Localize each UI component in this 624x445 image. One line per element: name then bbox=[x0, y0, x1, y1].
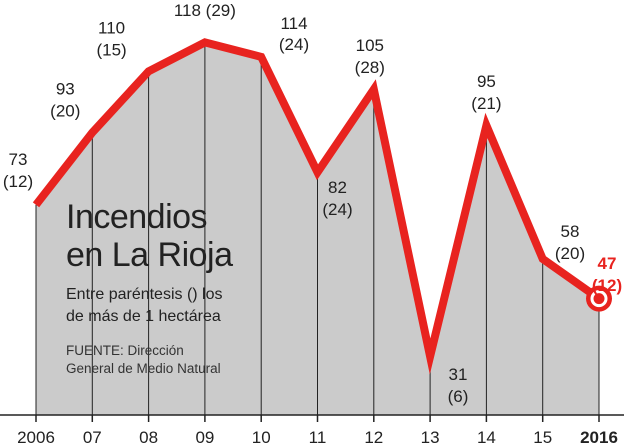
data-label-value: 105 bbox=[356, 36, 384, 55]
data-label-value: 58 bbox=[561, 222, 580, 241]
data-label-value: 118 (29) bbox=[174, 1, 236, 20]
data-label-value: 114 bbox=[280, 14, 307, 33]
data-label-value: 93 bbox=[56, 80, 75, 99]
chart-title-line-1: Incendios bbox=[66, 198, 208, 236]
highlight-marker bbox=[586, 285, 612, 312]
data-label-value: 47 bbox=[598, 254, 617, 273]
data-labels: 73 (12) 93 (20) 110 (15) 118 (29) 114 (24) 82 (24)… bbox=[3, 1, 622, 406]
x-tick-label: 2016 bbox=[580, 428, 618, 445]
x-tick-label: 08 bbox=[139, 428, 158, 445]
x-tick-label: 12 bbox=[364, 428, 383, 445]
x-tick-label: 15 bbox=[533, 428, 552, 445]
x-tick-label: 10 bbox=[252, 428, 271, 445]
chart-title-line-2: en La Rioja bbox=[66, 236, 233, 274]
data-label-secondary: (21) bbox=[471, 94, 501, 113]
chart-source-line-1: FUENTE: Dirección bbox=[66, 343, 184, 358]
chart-subtitle-line-1: Entre paréntesis () los bbox=[66, 286, 223, 303]
data-label-value: 110 bbox=[98, 18, 125, 37]
x-tick-label: 14 bbox=[477, 428, 496, 445]
data-label-value: 31 bbox=[449, 365, 468, 384]
data-label-secondary: (20) bbox=[50, 102, 80, 121]
data-label-secondary: (12) bbox=[592, 276, 622, 295]
data-label-secondary: (12) bbox=[3, 172, 33, 191]
chart-subtitle: Entre paréntesis () los de más de 1 hect… bbox=[66, 284, 233, 328]
x-tick-label: 13 bbox=[421, 428, 440, 445]
chart-source: FUENTE: Dirección General de Medio Natur… bbox=[66, 342, 233, 378]
x-tick-label: 07 bbox=[83, 428, 102, 445]
data-label-value: 95 bbox=[477, 72, 496, 91]
data-label-secondary: (20) bbox=[555, 244, 585, 263]
data-label-secondary: (6) bbox=[448, 387, 469, 406]
data-label-value: 82 bbox=[328, 178, 347, 197]
series-line bbox=[32, 38, 602, 375]
highlight-dot bbox=[586, 285, 612, 312]
highlight-ring bbox=[590, 290, 608, 308]
x-tick-label: 11 bbox=[309, 428, 327, 445]
x-tick-label: 2006 bbox=[17, 428, 55, 445]
drop-lines bbox=[35, 42, 600, 415]
data-label-secondary: (24) bbox=[279, 35, 309, 54]
data-label-secondary: (24) bbox=[322, 200, 352, 219]
chart-title-block: Incendios en La Rioja Entre paréntesis (… bbox=[66, 198, 233, 378]
data-label-secondary: (15) bbox=[96, 40, 126, 59]
tick-marks bbox=[35, 415, 600, 422]
chart-source-line-2: General de Medio Natural bbox=[66, 361, 221, 376]
data-label-secondary: (28) bbox=[355, 58, 385, 77]
data-label-value: 73 bbox=[9, 150, 28, 169]
chart-subtitle-line-2: de más de 1 hectárea bbox=[66, 308, 221, 325]
x-tick-label: 09 bbox=[195, 428, 214, 445]
tick-labels: 2006 07 08 09 10 11 12 13 14 15 2016 bbox=[17, 428, 618, 445]
